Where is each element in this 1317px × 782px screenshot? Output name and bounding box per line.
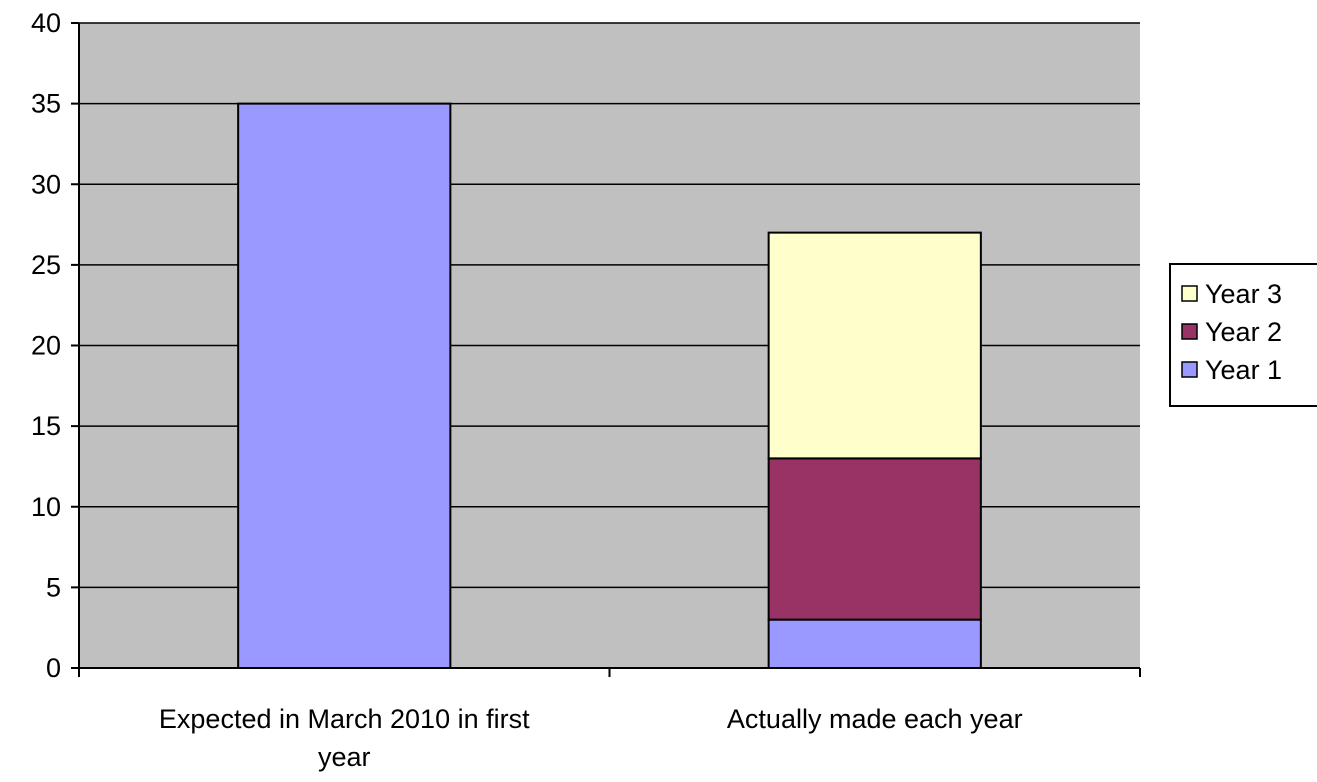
legend-label: Year 1 — [1205, 355, 1282, 385]
legend-swatch-year-1 — [1181, 361, 1198, 378]
legend-label: Year 2 — [1205, 317, 1282, 347]
y-tick-label: 0 — [46, 653, 61, 683]
y-tick-label: 5 — [46, 572, 61, 602]
legend-swatch-year-3 — [1181, 285, 1198, 302]
legend-swatch-year-2 — [1181, 323, 1198, 340]
y-tick-label: 10 — [31, 492, 61, 522]
x-category-label: year — [318, 742, 371, 772]
bar-segment-year-2 — [767, 457, 982, 621]
y-tick-label: 30 — [31, 169, 61, 199]
bar-segment-year-3 — [767, 231, 982, 460]
legend: Year 3 Year 2 Year 1 — [1169, 263, 1317, 407]
bars — [237, 102, 982, 669]
bar-segment-year-1 — [237, 102, 452, 669]
legend-label: Year 3 — [1205, 279, 1282, 309]
y-tick-label: 35 — [31, 89, 61, 119]
bar-segment-year-1 — [767, 618, 982, 669]
y-tick-label: 20 — [31, 331, 61, 361]
y-tick-label: 25 — [31, 250, 61, 280]
x-category-label: Actually made each year — [727, 704, 1023, 734]
x-category-label: Expected in March 2010 in first — [159, 704, 530, 734]
y-tick-label: 15 — [31, 411, 61, 441]
x-category-labels: Expected in March 2010 in first year Actua… — [159, 704, 1023, 772]
axes — [71, 22, 1141, 677]
y-tick-labels: 0 5 10 15 20 25 30 35 40 — [31, 8, 61, 683]
y-tick-label: 40 — [31, 8, 61, 38]
